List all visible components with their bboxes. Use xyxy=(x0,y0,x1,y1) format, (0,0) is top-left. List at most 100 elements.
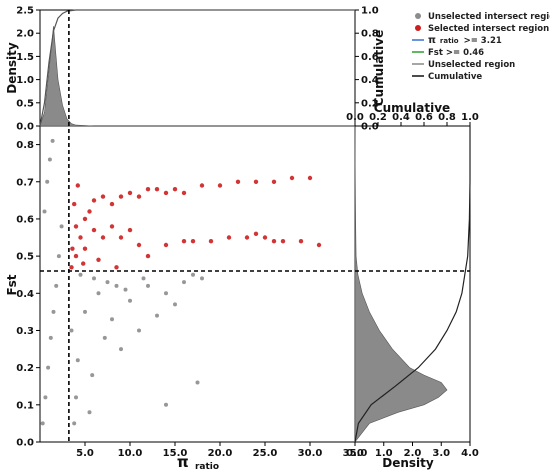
unselected-point xyxy=(137,328,141,333)
top-density-tick-label: 0.5 xyxy=(16,98,34,109)
main-scatter-panel xyxy=(39,125,356,443)
right-cumulative-tick-label: 0.6 xyxy=(415,112,433,123)
unselected-point xyxy=(87,410,92,415)
unselected-point xyxy=(83,309,87,314)
legend: Unselected intersect region Selected int… xyxy=(412,12,550,82)
right-cumulative-tick-label: 0.4 xyxy=(392,112,410,123)
unselected-point xyxy=(56,254,61,259)
main-y-tick-label: 0.0 xyxy=(16,438,34,449)
unselected-point xyxy=(119,347,123,352)
legend-unselected-intersect-marker xyxy=(415,13,421,19)
right-cumulative-axis-label: Cumulative xyxy=(374,101,450,115)
selected-point xyxy=(109,201,115,207)
selected-point xyxy=(163,242,169,248)
selected-point xyxy=(91,227,97,233)
unselected-point xyxy=(78,272,83,277)
selected-point xyxy=(271,239,277,244)
legend-fst-label: Fst >= 0.46 xyxy=(428,48,484,58)
legend-unselected-intersect-label: Unselected intersect region xyxy=(428,12,550,22)
selected-point xyxy=(181,239,187,244)
unselected-point xyxy=(40,421,45,426)
legend-unselected-region-label: Unselected region xyxy=(428,60,515,70)
unselected-point xyxy=(164,291,168,296)
legend-pi-symbol: π xyxy=(428,35,436,46)
unselected-point xyxy=(46,365,51,370)
main-x-tick-label: 20.0 xyxy=(208,448,233,459)
top-density-axis-label: Density xyxy=(5,42,19,94)
main-x-tick-label: 30.0 xyxy=(298,448,323,459)
selected-point xyxy=(69,265,74,270)
unselected-point xyxy=(59,224,64,229)
legend-pi-tail: >= 3.21 xyxy=(464,36,502,46)
selected-point xyxy=(72,201,77,207)
selected-point xyxy=(96,257,101,262)
scatter-points xyxy=(40,138,322,426)
selected-point xyxy=(82,246,88,251)
top-cumulative-tick-label: 0.2 xyxy=(361,98,379,109)
selected-point xyxy=(280,239,286,244)
main-x-tick-label: 5.0 xyxy=(76,448,94,459)
top-density-path xyxy=(39,26,355,127)
unselected-point xyxy=(110,317,114,322)
legend-cumulative-label: Cumulative xyxy=(428,72,482,82)
unselected-point xyxy=(75,358,80,363)
unselected-point xyxy=(72,421,77,426)
axis-ticks: 5.0 10.0 15.0 20.0 25.0 30.0 35.00.00.10.20.30… xyxy=(16,6,479,460)
selected-point xyxy=(217,183,223,188)
legend-pi-ratio-label: π ratio >= 3.21 xyxy=(428,35,502,46)
main-y-tick-label: 0.6 xyxy=(16,214,34,225)
unselected-point xyxy=(47,157,52,162)
unselected-point xyxy=(96,291,101,296)
selected-point xyxy=(172,187,178,192)
unselected-point xyxy=(141,276,146,281)
selected-point xyxy=(70,246,75,251)
unselected-point xyxy=(54,283,59,288)
selected-point xyxy=(75,183,81,188)
unselected-point xyxy=(105,280,110,285)
main-x-axis-label-symbol: π xyxy=(177,453,189,471)
selected-point xyxy=(145,187,151,192)
main-x-tick-label: 10.0 xyxy=(118,448,143,459)
unselected-point xyxy=(92,276,96,281)
right-cumulative-tick-label: 0.8 xyxy=(438,112,456,123)
selected-point xyxy=(73,253,79,259)
main-y-tick-label: 0.4 xyxy=(16,289,34,300)
right-cumulative-path xyxy=(354,126,471,443)
top-marginal-panel xyxy=(39,9,356,127)
selected-point xyxy=(136,242,142,248)
threshold-lines xyxy=(40,10,470,442)
right-density-tick-label: 4.0 xyxy=(461,448,479,459)
unselected-point xyxy=(155,313,159,318)
unselected-point xyxy=(195,380,200,385)
unselected-point xyxy=(182,280,186,285)
top-density-tick-label: 2.5 xyxy=(16,6,34,17)
unselected-point xyxy=(114,283,119,288)
unselected-point xyxy=(45,179,50,184)
main-x-tick-label: 15.0 xyxy=(163,448,188,459)
selected-point xyxy=(154,187,160,192)
top-density-tick-label: 1.5 xyxy=(16,52,34,63)
selected-point xyxy=(190,239,196,244)
right-cumulative-tick-label: 0.2 xyxy=(369,112,387,123)
unselected-point xyxy=(191,272,195,277)
legend-selected-intersect-marker xyxy=(415,25,421,31)
unselected-point xyxy=(173,302,177,307)
main-x-tick-label: 25.0 xyxy=(253,448,278,459)
top-cumulative-tick-label: 0.6 xyxy=(361,52,379,63)
unselected-point xyxy=(146,283,150,288)
top-cumulative-axis-label: Cumulative xyxy=(372,30,386,106)
legend-selected-intersect-label: Selected intersect region xyxy=(428,24,549,34)
selected-point xyxy=(114,265,119,270)
top-density-tick-label: 2.0 xyxy=(16,29,34,40)
right-cumulative-curve xyxy=(354,126,471,443)
top-cumulative-tick-label: 0.8 xyxy=(361,29,379,40)
selected-point xyxy=(73,224,79,229)
top-density-tick-label: 1.0 xyxy=(16,75,34,86)
selected-point xyxy=(235,179,241,184)
main-y-tick-label: 0.7 xyxy=(16,177,34,188)
top-density-area xyxy=(39,26,355,127)
top-cumulative-tick-label: 0.4 xyxy=(361,75,379,86)
main-x-axis-label-sub: ratio xyxy=(195,462,219,472)
main-x-axis-label: π ratio xyxy=(177,453,219,472)
